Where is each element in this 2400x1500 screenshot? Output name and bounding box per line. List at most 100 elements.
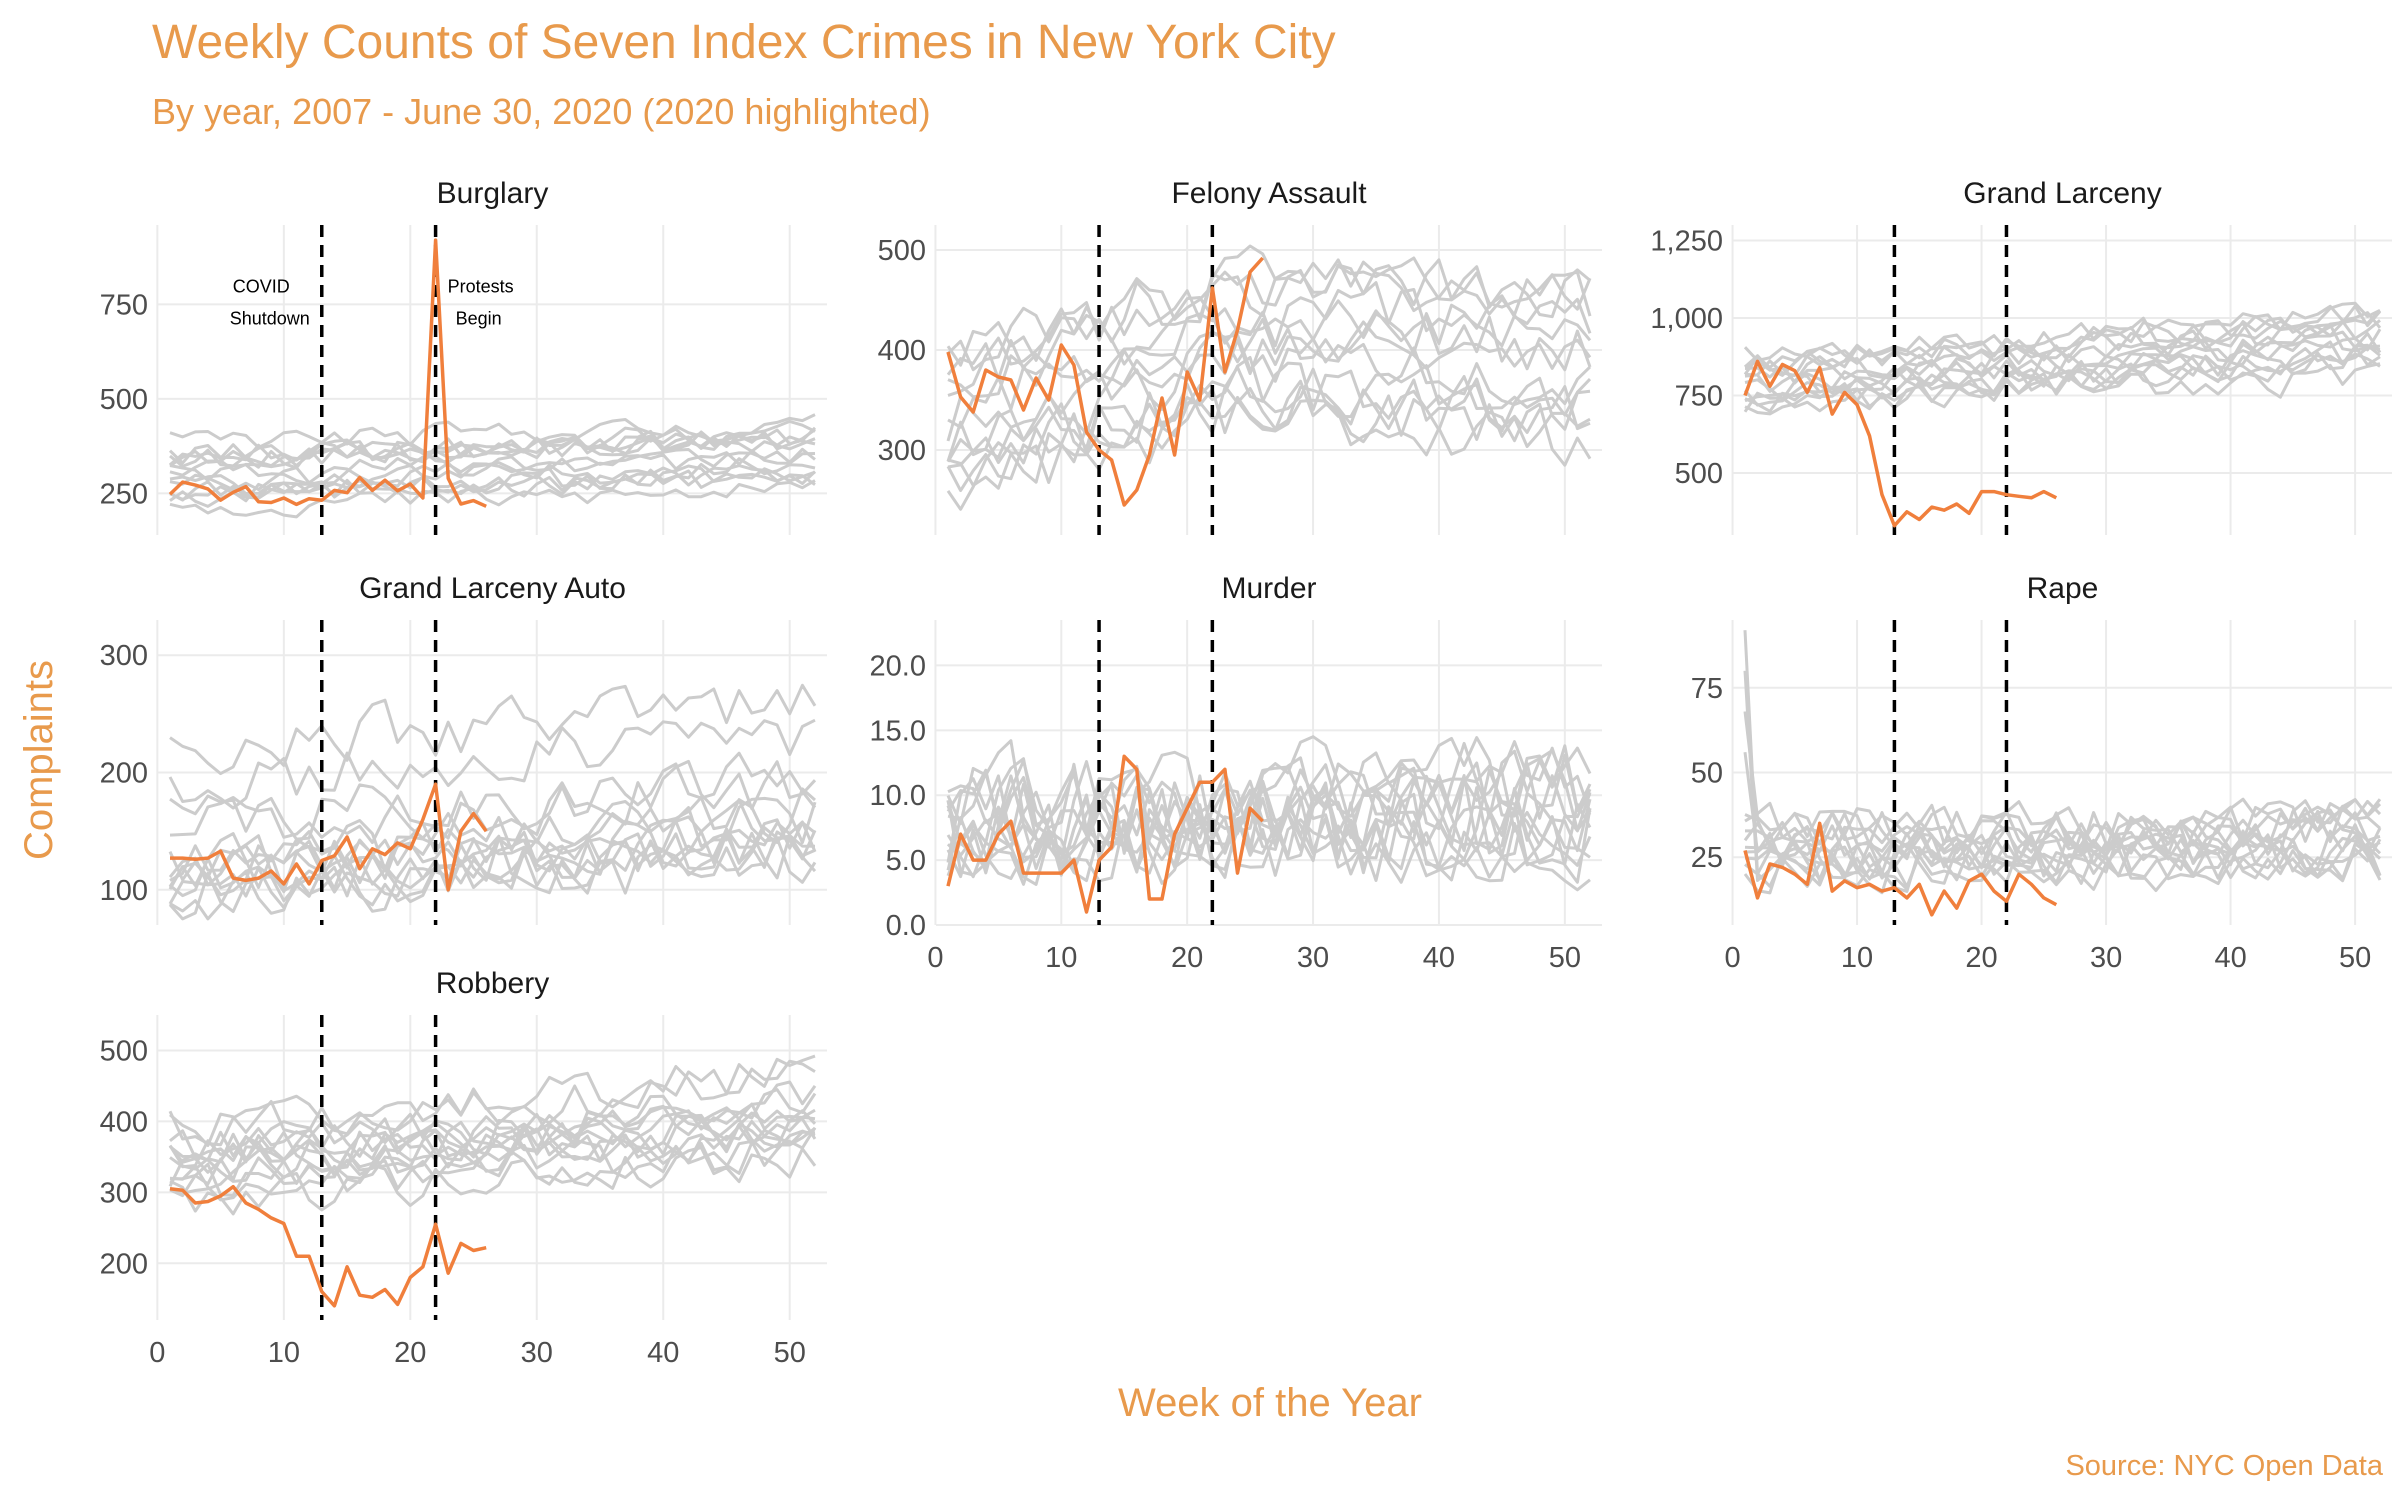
series-line-2020 [946, 754, 1264, 914]
y-tick-label: 50 [1691, 758, 1723, 790]
y-tick-label: 75 [1691, 673, 1723, 705]
series-line-other-year [1744, 319, 2381, 384]
series-line-other-year [168, 831, 816, 907]
x-axis-title: Week of the Year [1118, 1381, 1422, 1425]
panel-murder: Murder 0.0 5.0 10.0 15.0 20.0 0 10 20 30 40 50 [870, 572, 1602, 974]
series-line-other-year [1744, 803, 2381, 861]
x-tick-label: 20 [1965, 942, 1997, 974]
series-line-other-year [946, 361, 1591, 463]
series-line-other-year [168, 718, 816, 810]
panel-title: Murder [1221, 572, 1316, 605]
y-tick-label: 0.0 [886, 910, 926, 942]
x-tick-label: 50 [774, 1337, 806, 1369]
series-line-2020 [170, 782, 488, 892]
y-tick-label: 250 [100, 478, 148, 510]
series-line-other-year [169, 1146, 817, 1216]
x-tick-label: 0 [149, 1337, 165, 1369]
series-line-other-year [946, 256, 1592, 367]
chart-subtitle: By year, 2007 - June 30, 2020 (2020 high… [152, 91, 931, 132]
series-line-other-year [169, 413, 816, 449]
series-line-other-year [168, 1054, 816, 1147]
series-line-other-year [168, 818, 816, 890]
y-tick-label: 400 [100, 1106, 148, 1138]
y-tick-label: 500 [1675, 458, 1723, 490]
series-line-2020 [946, 256, 1265, 507]
y-tick-label: 20.0 [870, 650, 926, 682]
series-line-other-year [946, 785, 1592, 885]
y-tick-label: 1,250 [1650, 226, 1723, 258]
panel-grand-larceny-auto: Grand Larceny Auto 100 200 300 [100, 572, 827, 925]
y-tick-label: 10.0 [870, 780, 926, 812]
series-line-other-year [169, 1109, 817, 1195]
y-tick-label: 400 [878, 335, 926, 367]
x-tick-label: 50 [1549, 942, 1581, 974]
panel-title: Grand Larceny [1963, 177, 2161, 210]
chart-title: Weekly Counts of Seven Index Crimes in N… [152, 16, 1336, 69]
panel-title: Grand Larceny Auto [359, 572, 626, 605]
series-line-2020 [169, 1184, 487, 1308]
annotation-covid-shutdown: Shutdown [230, 308, 310, 328]
series-line-other-year [169, 467, 816, 508]
x-tick-label: 20 [394, 1337, 426, 1369]
y-tick-label: 5.0 [886, 845, 926, 877]
panel-title: Rape [2027, 572, 2099, 605]
panel-burglary: Burglary 250 500 750 COVID Shutdown Protests Be… [100, 177, 827, 535]
y-tick-label: 200 [100, 758, 148, 790]
y-tick-label: 15.0 [870, 715, 926, 747]
series-line-other-year [168, 1115, 816, 1187]
series-line-2020 [1743, 821, 2058, 917]
x-tick-label: 0 [1724, 942, 1740, 974]
series-line-other-year [946, 356, 1592, 493]
panel-grand-larceny: Grand Larceny 500 750 1,000 1,250 [1650, 177, 2392, 535]
series-line-other-year [946, 744, 1592, 848]
series-line-other-year [1743, 309, 2382, 369]
y-tick-label: 200 [100, 1248, 148, 1280]
y-tick-label: 500 [100, 384, 148, 416]
series-line-other-year [1743, 346, 2381, 413]
x-tick-label: 20 [1171, 942, 1203, 974]
series-line-other-year [1743, 340, 2381, 411]
source-caption: Source: NYC Open Data [2065, 1450, 2383, 1482]
annotation-protests-begin: Begin [456, 308, 502, 328]
x-tick-label: 30 [521, 1337, 553, 1369]
series-line-other-year [1744, 328, 2382, 386]
x-tick-label: 10 [268, 1337, 300, 1369]
series-line-other-year [947, 746, 1592, 866]
y-tick-label: 300 [100, 1177, 148, 1209]
annotation-covid-shutdown: COVID [233, 276, 290, 296]
series-line-other-year [169, 433, 816, 470]
x-tick-label: 40 [1423, 942, 1455, 974]
y-tick-label: 1,000 [1650, 303, 1723, 335]
y-tick-label: 500 [100, 1035, 148, 1067]
x-tick-label: 50 [2339, 942, 2371, 974]
series-line-other-year [169, 827, 817, 921]
series-line-other-year [946, 762, 1592, 871]
series-line-other-year [169, 683, 817, 776]
annotation-protests-begin: Protests [448, 276, 514, 296]
y-tick-label: 300 [878, 435, 926, 467]
series-line-other-year [169, 479, 816, 519]
y-axis-title: Complaints [17, 660, 61, 860]
x-tick-label: 10 [1841, 942, 1873, 974]
x-tick-label: 40 [647, 1337, 679, 1369]
panel-title: Felony Assault [1171, 177, 1367, 210]
series-line-other-year [169, 1059, 816, 1147]
x-tick-label: 10 [1045, 942, 1077, 974]
series-line-other-year [169, 1109, 817, 1162]
facet-panels: Burglary250500750COVIDShutdownProtestsBe… [100, 177, 2392, 1369]
panel-felony-assault: Felony Assault 300 400 500 [878, 177, 1602, 535]
x-tick-label: 40 [2214, 942, 2246, 974]
y-tick-label: 750 [100, 289, 148, 321]
series-line-2020 [1743, 359, 2058, 528]
y-tick-label: 750 [1675, 381, 1723, 413]
series-line-other-year [946, 320, 1592, 442]
y-tick-label: 100 [100, 875, 148, 907]
series-line-other-year [169, 449, 816, 492]
panel-robbery: Robbery 200 300 400 500 0 10 20 30 40 50 [100, 967, 827, 1369]
x-tick-label: 30 [2090, 942, 2122, 974]
series-line-other-year [168, 836, 817, 921]
series-line-other-year [946, 244, 1592, 372]
y-tick-label: 300 [100, 640, 148, 672]
series-line-other-year [1744, 362, 2381, 413]
panel-title: Burglary [437, 177, 549, 210]
